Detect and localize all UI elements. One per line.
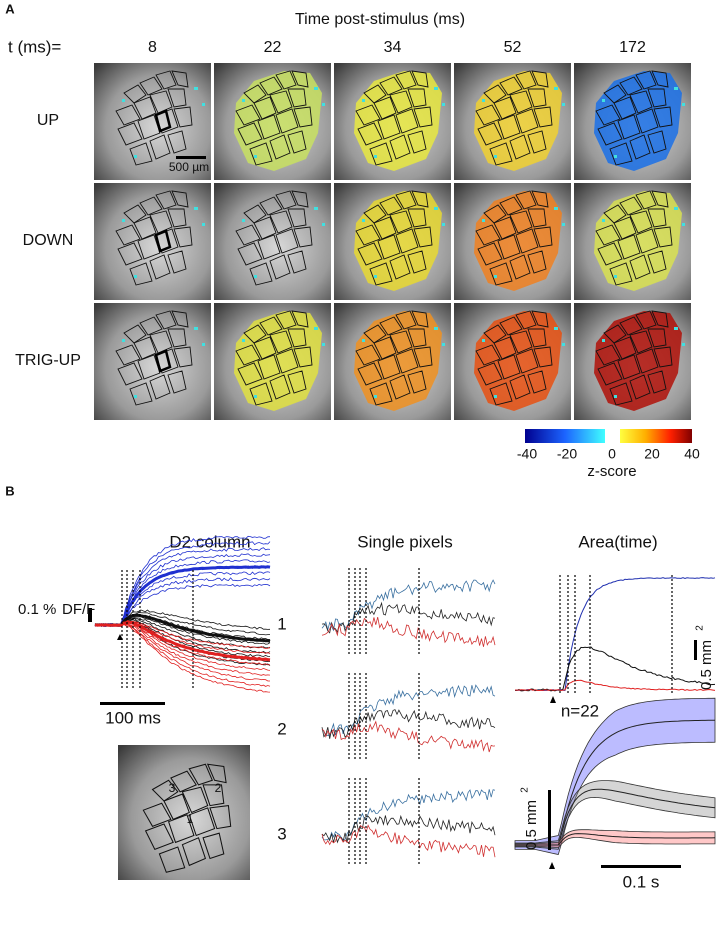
label: 3 — [277, 824, 286, 843]
image-tile — [334, 183, 451, 300]
image-tile — [214, 303, 331, 420]
trace — [321, 579, 496, 632]
label: z-score — [587, 463, 636, 480]
image-tile — [94, 303, 211, 420]
d2-outline — [154, 349, 172, 373]
trace — [321, 684, 496, 737]
image-tile — [574, 303, 691, 420]
label: UP — [37, 112, 59, 129]
image-tile — [574, 63, 691, 180]
trace — [321, 709, 496, 739]
colorbar-blue — [525, 429, 605, 443]
map-label: 1 — [187, 812, 194, 826]
label: 1 — [277, 614, 286, 633]
trace — [514, 679, 716, 692]
trace — [515, 646, 716, 692]
barrel-map: 1 2 3 — [118, 745, 250, 880]
tile-background — [94, 303, 211, 420]
label: n=22 — [561, 701, 599, 720]
sem-band — [514, 780, 716, 850]
trace — [94, 583, 271, 627]
stimulus-arrow — [117, 634, 123, 640]
mean-area-bar — [548, 790, 551, 850]
label: A — [5, 1, 15, 16]
label: 22 — [264, 39, 282, 56]
label: TRIG-UP — [15, 352, 81, 369]
sem-band — [514, 829, 716, 849]
trace — [94, 553, 271, 627]
scale-bar — [176, 156, 206, 159]
image-tile — [334, 303, 451, 420]
label: Single pixels — [357, 532, 452, 551]
trace — [514, 577, 716, 692]
label: Time post-stimulus (ms) — [295, 11, 465, 28]
label: 172 — [619, 39, 646, 56]
tile-background — [214, 183, 331, 300]
label: t (ms)= — [8, 37, 61, 56]
stimulus-arrow — [550, 696, 556, 703]
label: B — [5, 483, 14, 498]
label: DOWN — [23, 232, 74, 249]
label: DF/F — [62, 601, 95, 618]
image-tile — [94, 63, 211, 180]
trace — [94, 620, 271, 662]
trace — [321, 617, 496, 647]
label: 0.5 mm — [523, 800, 540, 850]
image-tile — [574, 183, 691, 300]
trace — [94, 547, 271, 627]
trace — [95, 565, 271, 627]
trace — [95, 623, 271, 687]
trace — [321, 789, 496, 841]
mean-time-bar — [601, 865, 681, 868]
image-tile — [214, 183, 331, 300]
label: 500 µm — [169, 160, 209, 174]
trace — [94, 577, 271, 628]
label: 2 — [695, 625, 706, 631]
image-tile — [454, 303, 571, 420]
stimulus-arrow — [549, 862, 555, 869]
label: 8 — [148, 39, 157, 56]
trace — [94, 613, 271, 643]
image-tile — [454, 183, 571, 300]
tile-background — [94, 183, 211, 300]
time-bar — [100, 702, 165, 705]
d2-outline — [154, 109, 172, 133]
label: 40 — [684, 446, 700, 462]
label: 20 — [644, 446, 660, 462]
label: 34 — [384, 39, 402, 56]
map-label: 2 — [215, 781, 222, 795]
image-tile — [94, 183, 211, 300]
label: 2 — [520, 787, 531, 793]
label: 0.5 mm — [698, 640, 715, 690]
trace — [321, 720, 496, 753]
trace — [321, 814, 496, 844]
map-label: 3 — [169, 781, 176, 795]
trace — [321, 601, 496, 634]
trace — [94, 571, 271, 627]
label: -40 — [517, 446, 537, 462]
colorbar-red — [620, 429, 692, 443]
label: 0 — [608, 446, 616, 462]
label: 100 ms — [105, 708, 161, 727]
dff-bar — [88, 608, 92, 622]
d2-outline — [154, 229, 172, 253]
image-tile — [454, 63, 571, 180]
image-tile — [214, 63, 331, 180]
label: -20 — [557, 446, 577, 462]
image-tile — [334, 63, 451, 180]
label: 0.1 % — [18, 601, 56, 618]
label: 0.1 s — [623, 872, 660, 891]
trace — [94, 535, 271, 627]
label: Area(time) — [578, 532, 657, 551]
area-bar — [694, 640, 697, 660]
map-background — [118, 745, 250, 880]
trace — [321, 824, 496, 858]
label: 2 — [277, 719, 286, 738]
label: 52 — [504, 39, 522, 56]
